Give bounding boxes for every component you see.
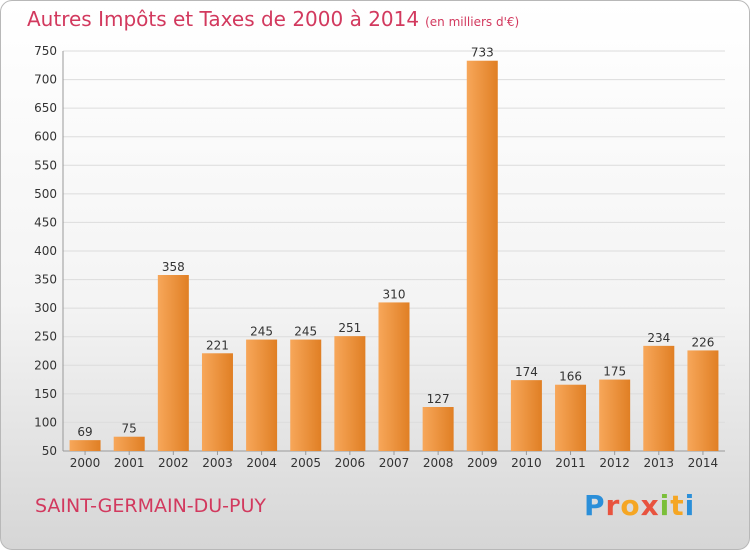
y-tick-label: 750: [34, 44, 57, 58]
y-tick-label: 500: [34, 187, 57, 201]
logo-letter: i: [684, 489, 696, 522]
y-tick-label: 150: [34, 387, 57, 401]
y-tick-label: 700: [34, 73, 57, 87]
bar: [201, 353, 233, 451]
x-tick-label: 2002: [158, 456, 189, 470]
bar: [378, 302, 410, 451]
x-tick-label: 2008: [423, 456, 454, 470]
value-label: 221: [206, 338, 229, 352]
value-label: 358: [162, 260, 185, 274]
x-tick-label: 2012: [599, 456, 630, 470]
y-tick-label: 550: [34, 158, 57, 172]
value-label: 174: [515, 365, 538, 379]
proxiti-logo: Proxiti: [584, 489, 695, 522]
x-tick-label: 2010: [511, 456, 542, 470]
x-tick-labels: 2000 2001 2002 2003 2004 2005 2006 2007 2008 2009…: [70, 451, 718, 470]
x-tick-label: 2007: [379, 456, 410, 470]
x-tick-label: 2014: [688, 456, 719, 470]
bar: [555, 384, 587, 451]
value-label: 234: [647, 331, 670, 345]
y-tick-label: 350: [34, 273, 57, 287]
bar: [643, 345, 675, 451]
y-tick-label: 450: [34, 215, 57, 229]
logo-letter: i: [659, 489, 671, 522]
value-label: 251: [338, 321, 361, 335]
value-label: 175: [603, 365, 626, 379]
x-tick-label: 2003: [202, 456, 233, 470]
y-tick-label: 250: [34, 330, 57, 344]
y-tick-label: 50: [42, 444, 57, 458]
value-label: 166: [559, 370, 582, 384]
x-tick-label: 2001: [114, 456, 145, 470]
y-tick-label: 100: [34, 415, 57, 429]
y-tick-labels: 50 100 150 200 250 300 350 400 450 500 550 600 650 70…: [34, 44, 57, 458]
y-tick-label: 650: [34, 101, 57, 115]
value-label: 733: [471, 46, 494, 60]
bar: [687, 350, 719, 451]
x-tick-label: 2000: [70, 456, 101, 470]
x-tick-label: 2013: [644, 456, 675, 470]
value-label: 245: [294, 325, 317, 339]
x-tick-label: 2006: [335, 456, 366, 470]
x-tick-label: 2005: [290, 456, 321, 470]
logo-letter: o: [620, 489, 641, 522]
value-label: 310: [383, 287, 406, 301]
logo-letter: P: [584, 489, 606, 522]
y-tick-label: 200: [34, 358, 57, 372]
bar: [113, 436, 145, 451]
chart-unit: (en milliers d'€): [425, 15, 520, 29]
bar: [422, 407, 454, 451]
bar: [510, 380, 542, 451]
y-tick-label: 300: [34, 301, 57, 315]
logo-letter: r: [605, 489, 621, 522]
value-label: 69: [77, 425, 92, 439]
bar: [246, 339, 278, 451]
bar: [157, 275, 189, 451]
bar: [290, 339, 322, 451]
value-labels: 69 75 358 221 245 245 251 310 127 733 174 166 175 234…: [77, 46, 714, 439]
bar: [599, 379, 631, 451]
commune-name: SAINT-GERMAIN-DU-PUY: [35, 495, 266, 517]
y-tick-label: 600: [34, 130, 57, 144]
logo-letter: t: [670, 489, 685, 522]
bar: [466, 60, 498, 451]
x-tick-label: 2011: [555, 456, 586, 470]
bar: [334, 336, 366, 451]
value-label: 245: [250, 325, 273, 339]
bars: [69, 60, 719, 451]
logo-letter: x: [640, 489, 660, 522]
x-tick-label: 2004: [246, 456, 277, 470]
value-label: 226: [691, 335, 714, 349]
chart-title-text: Autres Impôts et Taxes de 2000 à 2014: [27, 7, 420, 31]
x-tick-label: 2009: [467, 456, 498, 470]
bar: [69, 440, 101, 451]
value-label: 127: [427, 392, 450, 406]
chart-title: Autres Impôts et Taxes de 2000 à 2014 (en…: [27, 7, 519, 31]
value-label: 75: [122, 422, 137, 436]
y-tick-label: 400: [34, 244, 57, 258]
